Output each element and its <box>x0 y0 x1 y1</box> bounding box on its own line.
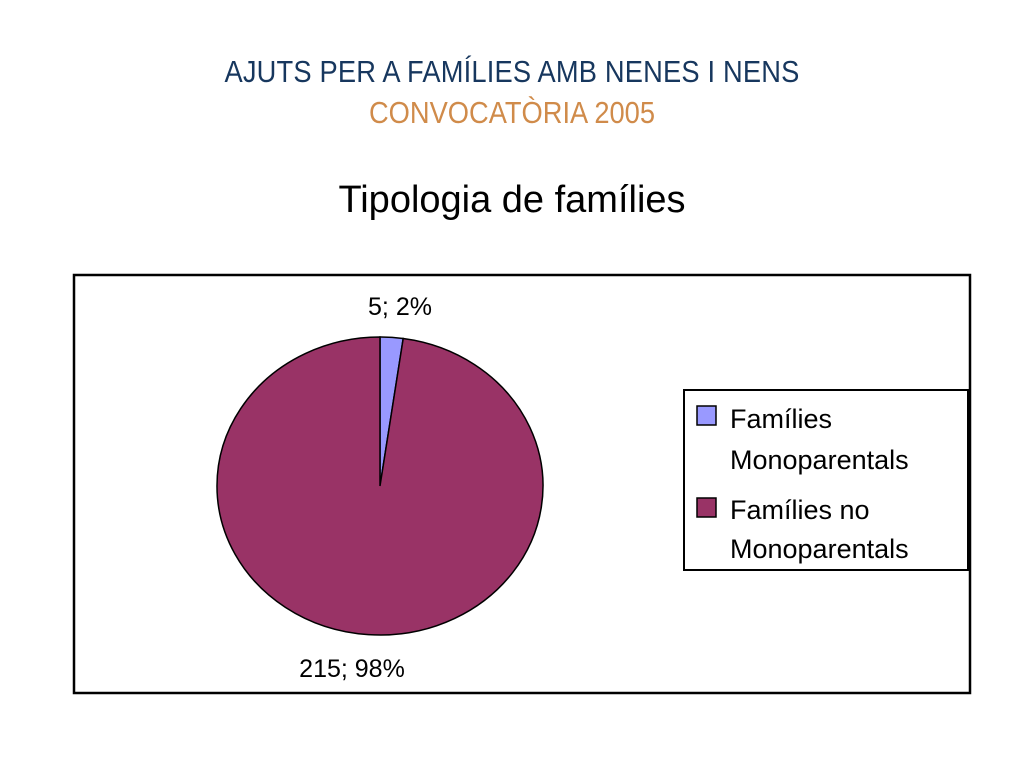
pie-slices <box>216 336 544 636</box>
legend-swatch-monoparentals <box>696 405 717 426</box>
legend-label-monoparentals-line2: Monoparentals <box>730 445 909 475</box>
legend: Famílies Monoparentals Famílies no Monop… <box>683 389 969 571</box>
slice-familias-no-monoparentals <box>216 336 544 636</box>
legend-label-monoparentals-line1: Famílies <box>730 404 832 434</box>
legend-box <box>683 389 969 571</box>
data-label-no-monoparentals: 215; 98% <box>299 655 405 683</box>
slide-subtitle: CONVOCATÒRIA 2005 <box>368 95 656 130</box>
slide-title: AJUTS PER A FAMÍLIES AMB NENES I NENS <box>224 54 800 89</box>
data-label-monoparentals: 5; 2% <box>368 293 432 321</box>
legend-swatch-no-monoparentals <box>696 497 717 518</box>
legend-label-no-monoparentals-line2: Monoparentals <box>730 534 909 564</box>
chart-title: Tipologia de famílies <box>338 179 686 221</box>
legend-label-no-monoparentals-line1: Famílies no <box>730 495 870 525</box>
